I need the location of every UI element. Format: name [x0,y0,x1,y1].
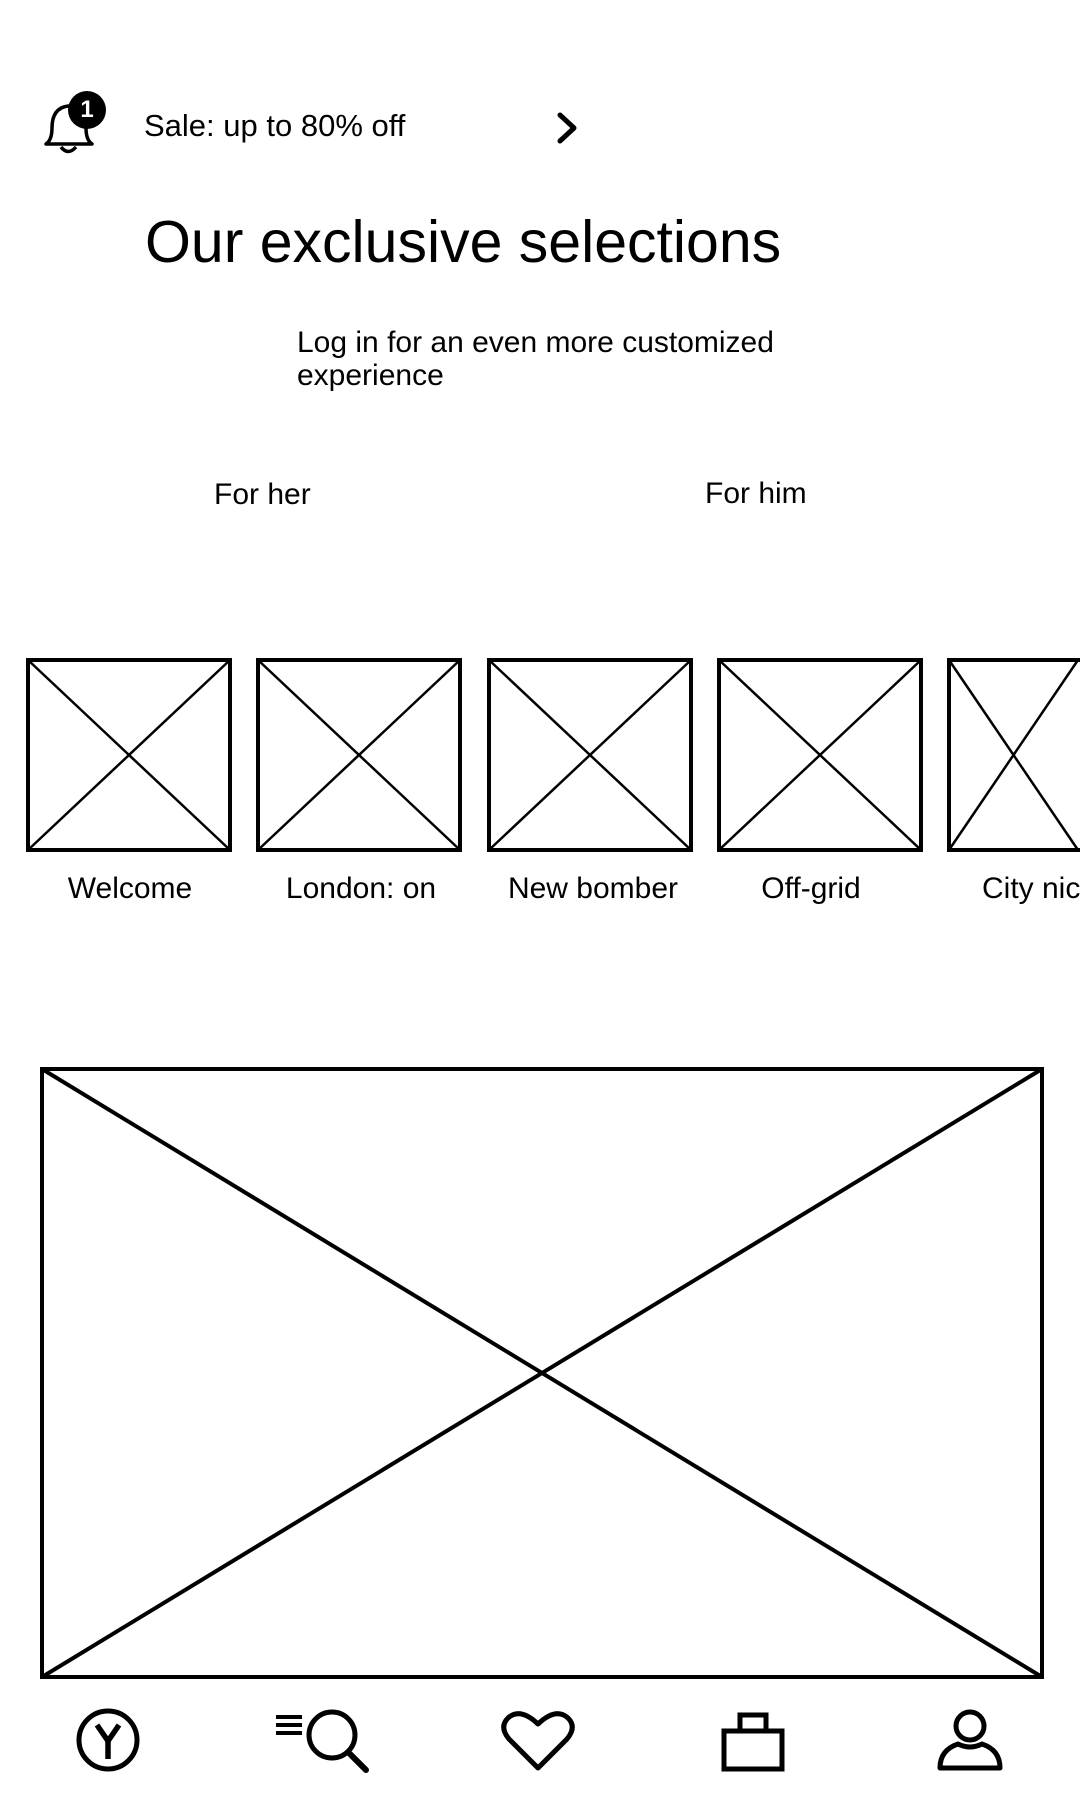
nav-profile[interactable] [936,1700,1004,1780]
carousel-card-label: London: on [285,872,437,905]
image-placeholder [256,658,462,852]
carousel-card-london[interactable]: London: on [256,658,466,905]
image-placeholder [717,658,923,852]
carousel-card-label: New bomber [507,872,679,905]
nav-wishlist[interactable] [500,1700,576,1780]
carousel-card-off-grid[interactable]: Off-grid [717,658,927,905]
shopping-bag-icon [721,1712,785,1772]
image-placeholder [26,658,232,852]
carousel-card-label: City nic [982,872,1080,905]
profile-icon [937,1709,1003,1771]
nav-home[interactable] [74,1700,142,1780]
sale-promo-link[interactable]: Sale: up to 80% off [144,108,406,143]
home-logo-icon [76,1708,140,1772]
page-title: Our exclusive selections [145,209,782,275]
nav-browse-search[interactable] [272,1700,376,1780]
carousel-card-welcome[interactable]: Welcome [26,658,236,905]
image-placeholder [947,658,1080,852]
carousel-card-city[interactable]: City nic [947,658,1080,905]
notification-badge: 1 [68,91,106,129]
heart-icon [501,1711,575,1771]
carousel-card-label: Off-grid [761,872,861,905]
image-placeholder [487,658,693,852]
tab-for-her[interactable]: For her [214,478,311,511]
tab-for-him[interactable]: For him [705,477,807,510]
carousel-card-label: Welcome [67,872,193,905]
login-prompt[interactable]: Log in for an even more customized exper… [297,326,774,392]
hero-banner[interactable] [40,1067,1044,1679]
nav-shopping-bag[interactable] [720,1700,786,1780]
chevron-right-icon[interactable] [552,110,582,146]
image-placeholder [40,1067,1044,1679]
carousel-card-new-bomber[interactable]: New bomber [487,658,697,905]
menu-search-icon [276,1709,369,1773]
selection-carousel[interactable]: Welcome London: on New bomber Off-grid [0,650,1080,920]
